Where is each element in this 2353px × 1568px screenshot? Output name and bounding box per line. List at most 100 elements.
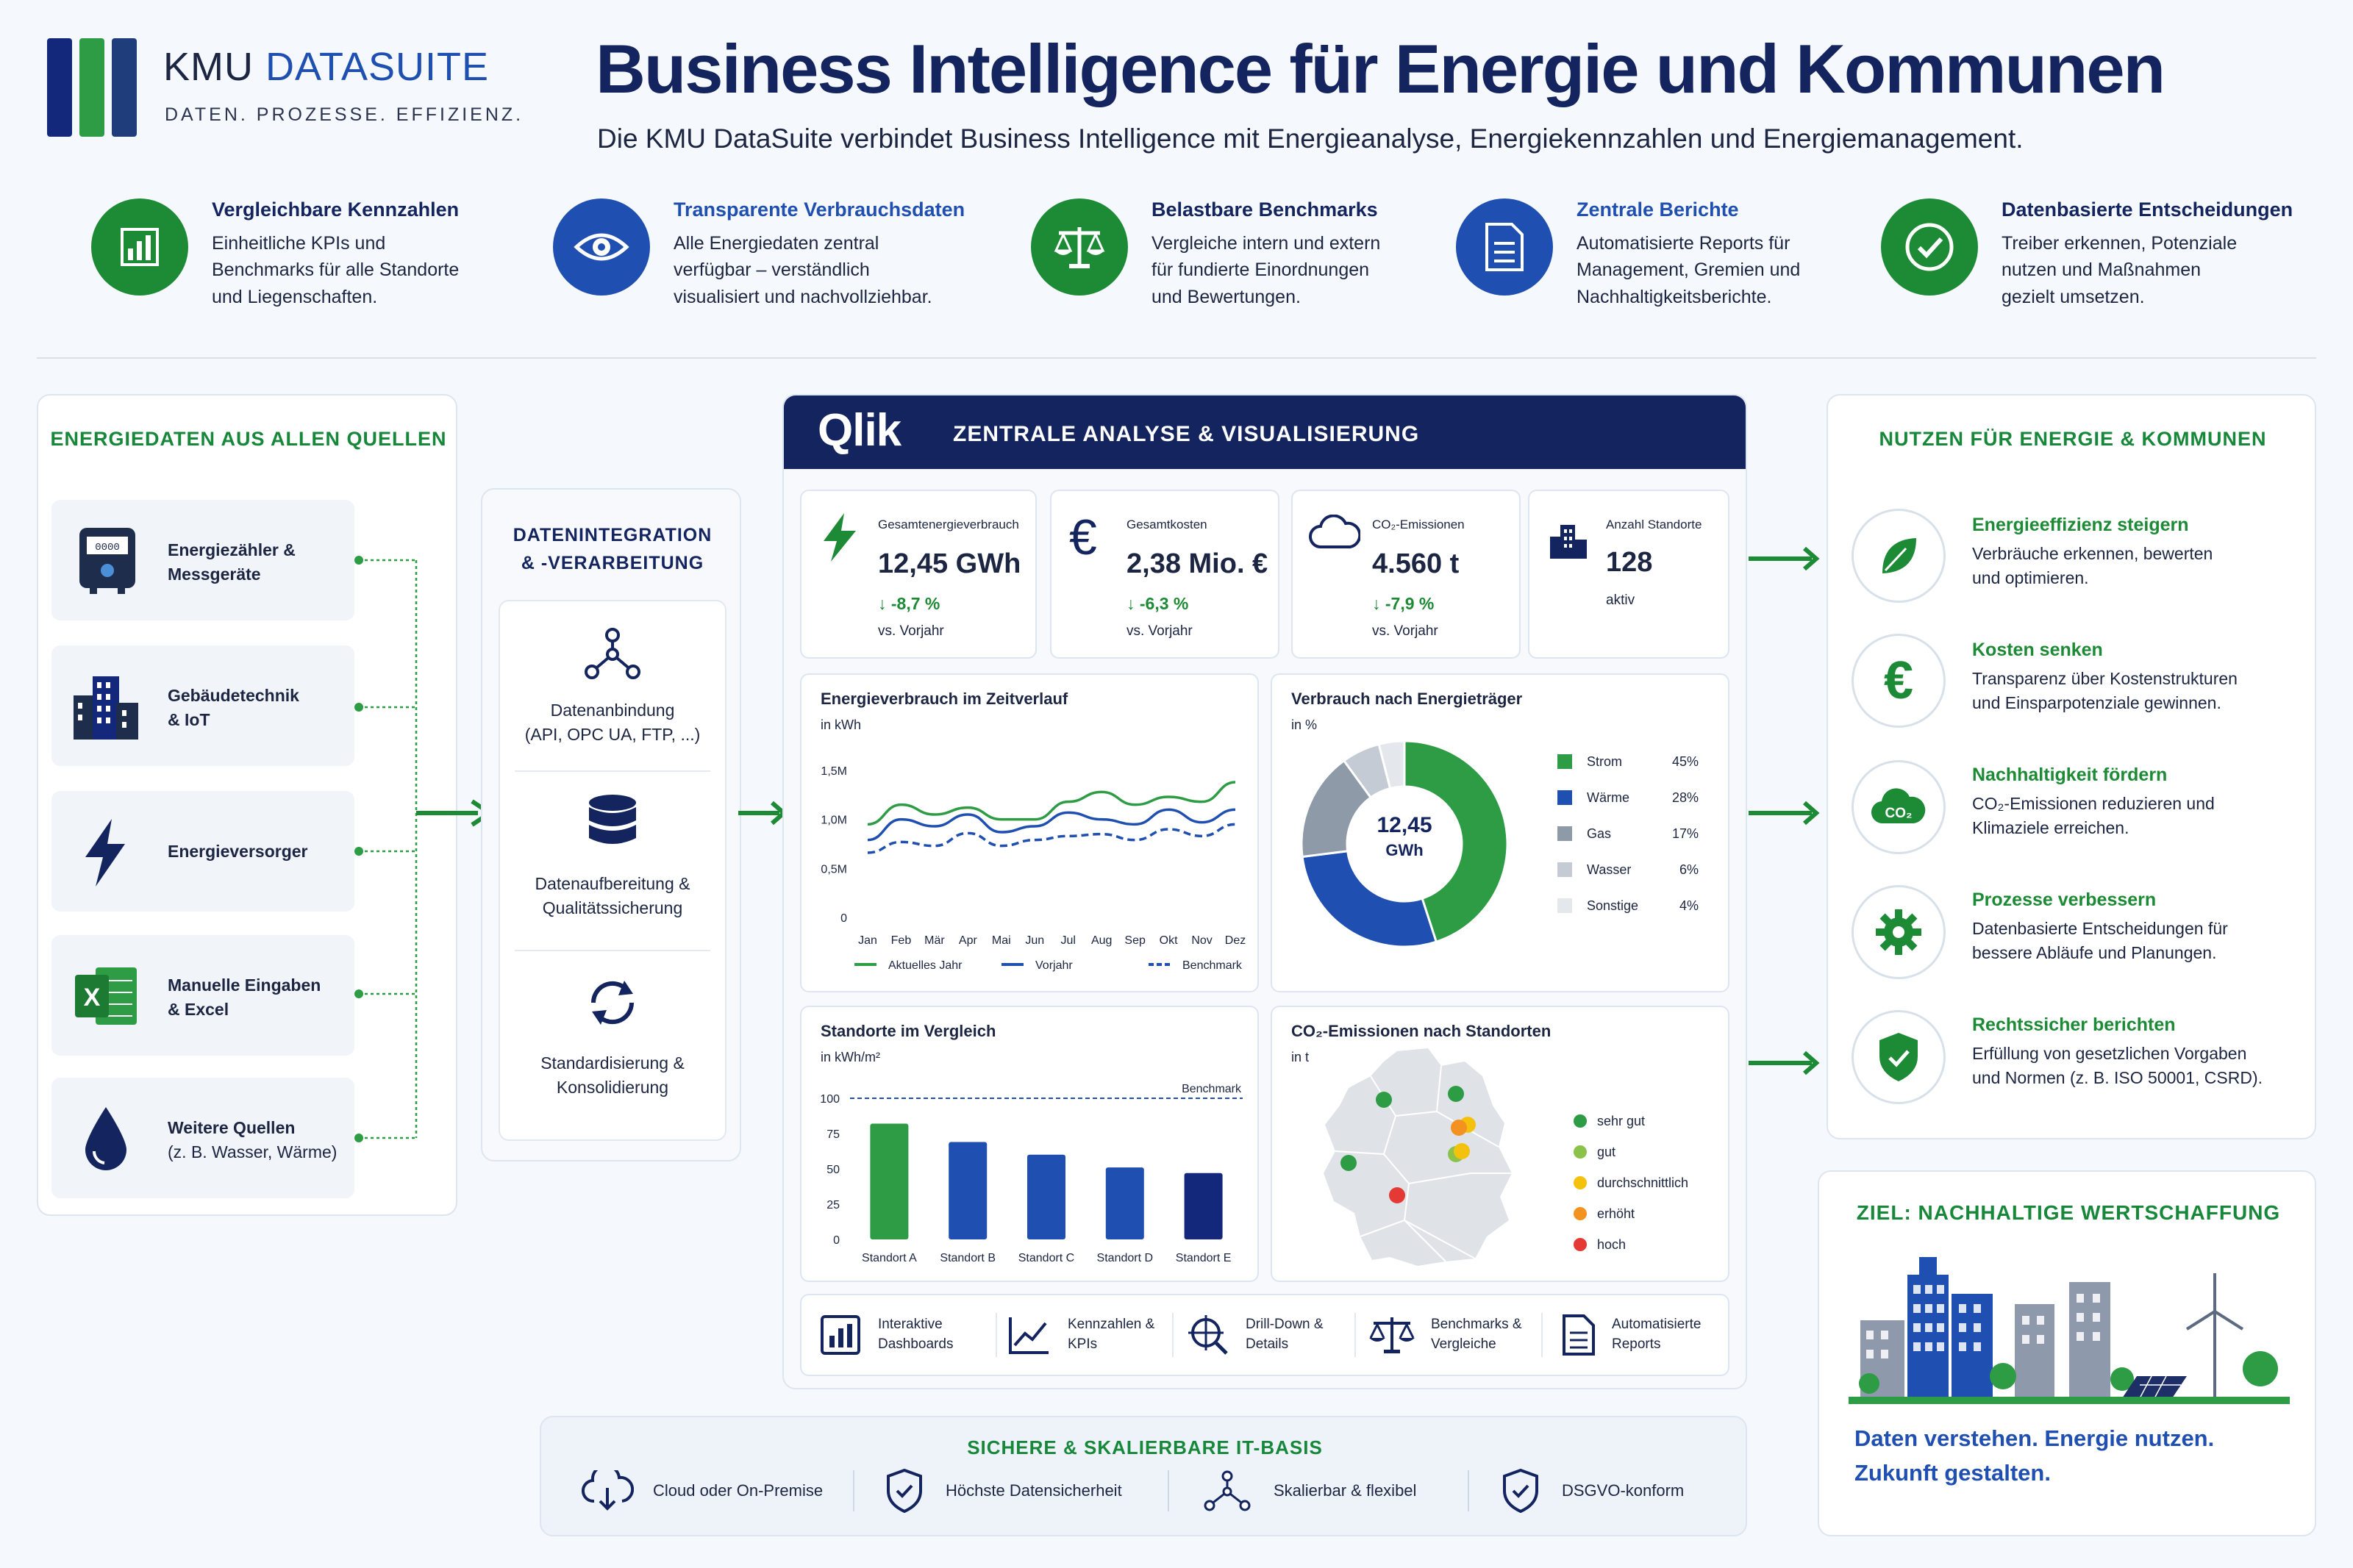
kpi-card[interactable]: Gesamtenergieverbrauch 12,45 GWh ↓ -8,7 … xyxy=(800,490,1037,659)
x-tick-label: Standort D xyxy=(1097,1252,1153,1264)
feature-title: Vergleichbare Kennzahlen xyxy=(212,198,460,221)
y-tick-label: 0 xyxy=(833,1234,840,1247)
source-item[interactable]: Weitere Quellen (z. B. Wasser, Wärme) xyxy=(51,1078,354,1198)
brand-name-b: DATASUITE xyxy=(265,45,490,89)
feature-text: Treiber erkennen, Potenziale nutzen und M… xyxy=(2002,233,2238,307)
legend-label: erhöht xyxy=(1597,1206,1635,1221)
kpi-label: Anzahl Standorte xyxy=(1606,518,1702,531)
bar-chart-card[interactable]: Standorte im Vergleich in kWh/m² 0 25 50 75… xyxy=(800,1006,1259,1282)
network-icon xyxy=(582,626,643,684)
legend-swatch xyxy=(1557,862,1572,877)
checkmark-icon xyxy=(1881,198,1978,296)
donut-center-unit: GWh xyxy=(1385,841,1424,859)
legend-dot xyxy=(1574,1114,1587,1128)
kpi-note: vs. Vorjahr xyxy=(1372,623,1438,639)
donut-chart-card[interactable]: Verbrauch nach Energieträger in % Strom 4… xyxy=(1271,673,1729,992)
y-tick-label: 0 xyxy=(840,912,847,925)
dashboard-feature-item[interactable]: Interaktive Dashboards xyxy=(819,1311,953,1358)
feature-text: Vergleiche intern und extern für fundiert… xyxy=(1151,233,1381,307)
eye-icon xyxy=(553,198,650,296)
donut-chart: Strom 45% Wärme 28% Gas 17% Wasser 6% Sonstige 4% xyxy=(1300,740,1699,948)
cloud-icon xyxy=(1309,515,1360,551)
kpi-card[interactable]: Anzahl Standorte 128 aktiv xyxy=(1528,490,1729,659)
series-line xyxy=(867,823,1236,854)
legend-label: Benchmark xyxy=(1182,959,1243,972)
legend-swatch xyxy=(1557,898,1572,913)
benefits-title: NUTZEN FÜR ENERGIE & KOMMUNEN xyxy=(1879,428,2267,450)
database-icon xyxy=(587,794,638,854)
y-tick-label: 100 xyxy=(820,1093,840,1106)
donut-slice xyxy=(1403,740,1509,944)
page-subtitle: Die KMU DataSuite verbindet Business Int… xyxy=(597,123,2024,154)
goal-panel: ZIEL: NACHHALTIGE WERTSCHAFFUNG Daten ve… xyxy=(1818,1170,2316,1536)
x-tick-label: Okt xyxy=(1160,934,1178,947)
y-tick-label: 1,5M xyxy=(821,765,847,778)
kpi-value: 12,45 GWh xyxy=(878,548,1021,579)
bar-chart-unit: in kWh/m² xyxy=(821,1050,880,1064)
bar-chart-icon xyxy=(819,1314,862,1356)
kpi-label: CO₂-Emissionen xyxy=(1372,518,1465,531)
legend-value: 4% xyxy=(1679,898,1699,913)
line-chart-card[interactable]: Energieverbrauch im Zeitverlauf in kWh 0… xyxy=(800,673,1259,992)
x-tick-label: Standort C xyxy=(1018,1252,1074,1264)
legend-label: gut xyxy=(1597,1144,1616,1159)
dashboard-feature-item[interactable]: Drill-Down & Details xyxy=(1187,1311,1324,1358)
lightning-icon xyxy=(821,512,859,563)
legend-item: sehr gut xyxy=(1574,1106,1688,1136)
gear-icon xyxy=(1852,885,1946,979)
line-chart: 0 0,5M 1,0M 1,5M Jan Feb Mär Apr Mai Jun Jul Aug Sep… xyxy=(821,765,1246,972)
brand-logo xyxy=(47,38,141,137)
source-item[interactable]: Gebäudetechnik & IoT xyxy=(51,645,354,766)
divider xyxy=(37,357,2316,359)
feature-text: Alle Energiedaten zentral verfügbar – ver… xyxy=(674,233,932,307)
bar xyxy=(949,1142,988,1239)
x-tick-label: Jul xyxy=(1061,934,1076,947)
kpi-card[interactable]: CO₂-Emissionen 4.560 t ↓ -7,9 % vs. Vorj… xyxy=(1291,490,1521,659)
donut-slice xyxy=(1301,850,1438,948)
crosshair-search-icon xyxy=(1187,1314,1229,1356)
water-drop-icon xyxy=(82,1106,129,1173)
line-chart-unit: in kWh xyxy=(821,717,862,732)
dashboard-feature-strip xyxy=(800,1294,1729,1376)
bar-chart-title: Standorte im Vergleich xyxy=(821,1022,996,1040)
legend-item: durchschnittlich xyxy=(1574,1167,1688,1198)
series-line xyxy=(867,781,1236,826)
arrow-right-icon xyxy=(1749,801,1820,826)
series-line xyxy=(867,808,1236,842)
legend-item: gut xyxy=(1574,1136,1688,1167)
legend-label: Wasser xyxy=(1587,862,1631,877)
donut-center-value: 12,45 xyxy=(1377,813,1432,837)
source-connectors xyxy=(354,556,493,1142)
kpi-note: vs. Vorjahr xyxy=(878,623,944,639)
x-tick-label: Apr xyxy=(959,934,978,947)
kpi-card[interactable]: € Gesamtkosten 2,38 Mio. € ↓ -6,3 % vs. … xyxy=(1050,490,1279,659)
dashboard-feature-item[interactable]: Automatisierte Reports xyxy=(1562,1311,1701,1358)
legend-value: 28% xyxy=(1672,790,1699,805)
brand-name-a: KMU xyxy=(163,45,254,89)
arrow-right-icon xyxy=(1749,1050,1820,1075)
source-item[interactable]: 0000 Energiezähler & Messgeräte xyxy=(51,500,354,620)
source-item[interactable]: X Manuelle Eingaben & Excel xyxy=(51,935,354,1056)
x-tick-label: Dez xyxy=(1225,934,1246,947)
legend-value: 17% xyxy=(1672,826,1699,841)
benefit-title: Nachhaltigkeit fördern xyxy=(1972,765,2168,785)
x-tick-label: Jun xyxy=(1025,934,1044,947)
shield-check-icon xyxy=(1852,1010,1946,1104)
refresh-icon xyxy=(583,973,642,1032)
legend-swatch xyxy=(1557,754,1572,769)
feature-text: Automatisierte Reports für Management, Gr… xyxy=(1577,233,1801,307)
dashboard-feature-item[interactable]: Benchmarks & Vergleiche xyxy=(1369,1311,1522,1358)
euro-icon: € xyxy=(1069,509,1097,565)
feature-text: Einheitliche KPIs und Benchmarks für alle… xyxy=(212,233,460,307)
step-item: Standardisierung & Konsolidierung xyxy=(500,973,725,1100)
map-unit: in t xyxy=(1291,1050,1310,1064)
legend-item: erhöht xyxy=(1574,1198,1688,1229)
dashboard-feature-item[interactable]: Kennzahlen & KPIs xyxy=(1007,1311,1154,1358)
map-card[interactable]: CO₂-Emissionen nach Standorten in t sehr… xyxy=(1271,1006,1729,1282)
lightning-icon xyxy=(79,817,131,888)
shield-check-icon xyxy=(1502,1469,1540,1513)
meter-icon: 0000 xyxy=(75,525,140,595)
x-tick-label: Jan xyxy=(858,934,877,947)
source-item[interactable]: Energieversorger xyxy=(51,791,354,912)
svg-text:0000: 0000 xyxy=(95,542,120,554)
